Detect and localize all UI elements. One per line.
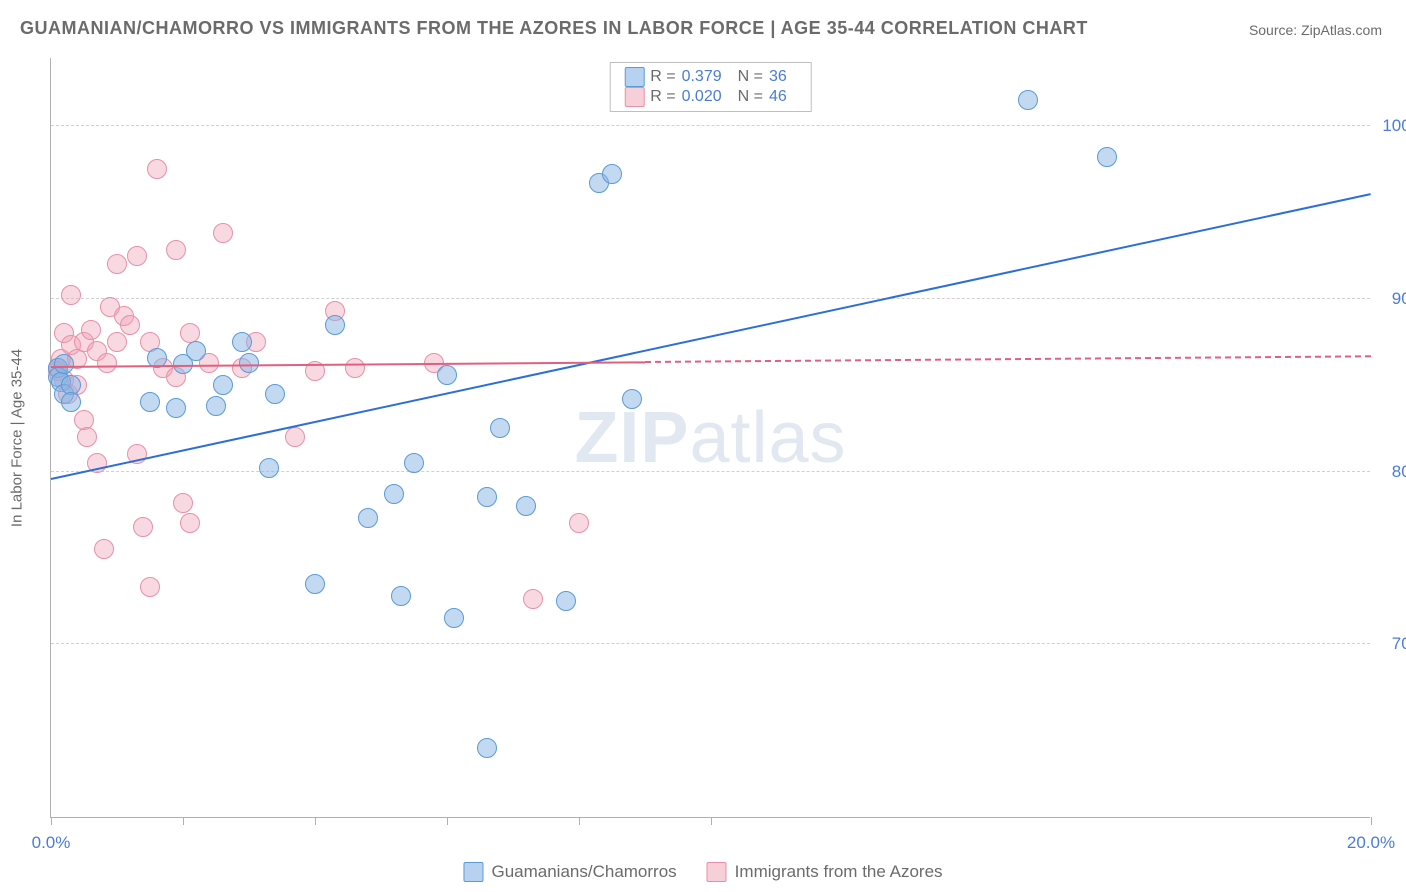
- data-point: [127, 246, 147, 266]
- x-tick: [579, 817, 580, 825]
- gridline: [51, 471, 1370, 472]
- data-point: [444, 608, 464, 628]
- x-tick: [1371, 817, 1372, 825]
- data-point: [384, 484, 404, 504]
- x-tick: [51, 817, 52, 825]
- data-point: [107, 332, 127, 352]
- swatch-pink-icon: [707, 862, 727, 882]
- y-tick-label: 70.0%: [1392, 634, 1406, 654]
- legend-item-pink: Immigrants from the Azores: [707, 862, 943, 882]
- gridline: [51, 643, 1370, 644]
- data-point: [556, 591, 576, 611]
- data-point: [61, 392, 81, 412]
- x-tick-label: 20.0%: [1347, 833, 1395, 853]
- x-tick: [447, 817, 448, 825]
- legend-label-pink: Immigrants from the Azores: [735, 862, 943, 882]
- x-tick: [183, 817, 184, 825]
- data-point: [1018, 90, 1038, 110]
- data-point: [61, 285, 81, 305]
- data-point: [166, 240, 186, 260]
- data-point: [186, 341, 206, 361]
- y-tick-label: 80.0%: [1392, 462, 1406, 482]
- data-point: [107, 254, 127, 274]
- data-point: [166, 398, 186, 418]
- data-point: [259, 458, 279, 478]
- data-point: [173, 493, 193, 513]
- data-point: [133, 517, 153, 537]
- data-point: [477, 487, 497, 507]
- gridline: [51, 125, 1370, 126]
- legend-label-blue: Guamanians/Chamorros: [491, 862, 676, 882]
- data-point: [81, 320, 101, 340]
- data-point: [602, 164, 622, 184]
- trend-line-dashed: [645, 356, 1371, 364]
- swatch-pink-icon: [624, 87, 644, 107]
- data-point: [345, 358, 365, 378]
- data-point: [325, 315, 345, 335]
- watermark-light: atlas: [689, 398, 846, 478]
- r-value-pink: 0.020: [682, 88, 722, 106]
- y-axis-title: In Labor Force | Age 35-44: [9, 348, 26, 526]
- data-point: [523, 589, 543, 609]
- stats-row-pink: R = 0.020 N = 46: [624, 87, 797, 107]
- data-point: [285, 427, 305, 447]
- data-point: [120, 315, 140, 335]
- scatter-plot: In Labor Force | Age 35-44 ZIPatlas R = …: [50, 58, 1370, 818]
- data-point: [437, 365, 457, 385]
- y-tick-label: 90.0%: [1392, 289, 1406, 309]
- stats-row-blue: R = 0.379 N = 36: [624, 67, 797, 87]
- n-label: N =: [738, 68, 763, 86]
- chart-title: GUAMANIAN/CHAMORRO VS IMMIGRANTS FROM TH…: [20, 18, 1088, 39]
- watermark-bold: ZIP: [574, 398, 689, 478]
- data-point: [140, 577, 160, 597]
- bottom-legend: Guamanians/Chamorros Immigrants from the…: [463, 862, 942, 882]
- data-point: [54, 354, 74, 374]
- gridline: [51, 298, 1370, 299]
- data-point: [213, 223, 233, 243]
- watermark: ZIPatlas: [574, 397, 846, 479]
- stats-legend: R = 0.379 N = 36 R = 0.020 N = 46: [609, 62, 812, 112]
- data-point: [622, 389, 642, 409]
- n-label: N =: [738, 88, 763, 106]
- x-tick-label: 0.0%: [32, 833, 71, 853]
- data-point: [305, 574, 325, 594]
- data-point: [77, 427, 97, 447]
- data-point: [97, 353, 117, 373]
- data-point: [180, 513, 200, 533]
- swatch-blue-icon: [624, 67, 644, 87]
- n-value-pink: 46: [769, 88, 787, 106]
- data-point: [206, 396, 226, 416]
- swatch-blue-icon: [463, 862, 483, 882]
- data-point: [1097, 147, 1117, 167]
- n-value-blue: 36: [769, 68, 787, 86]
- source-label: Source: ZipAtlas.com: [1249, 22, 1382, 38]
- data-point: [265, 384, 285, 404]
- data-point: [147, 159, 167, 179]
- r-label: R =: [650, 68, 675, 86]
- data-point: [213, 375, 233, 395]
- data-point: [239, 353, 259, 373]
- data-point: [358, 508, 378, 528]
- x-tick: [711, 817, 712, 825]
- legend-item-blue: Guamanians/Chamorros: [463, 862, 676, 882]
- data-point: [477, 738, 497, 758]
- r-value-blue: 0.379: [682, 68, 722, 86]
- x-tick: [315, 817, 316, 825]
- data-point: [94, 539, 114, 559]
- data-point: [569, 513, 589, 533]
- data-point: [391, 586, 411, 606]
- r-label: R =: [650, 88, 675, 106]
- data-point: [232, 332, 252, 352]
- data-point: [490, 418, 510, 438]
- data-point: [516, 496, 536, 516]
- data-point: [140, 392, 160, 412]
- data-point: [404, 453, 424, 473]
- y-tick-label: 100.0%: [1382, 116, 1406, 136]
